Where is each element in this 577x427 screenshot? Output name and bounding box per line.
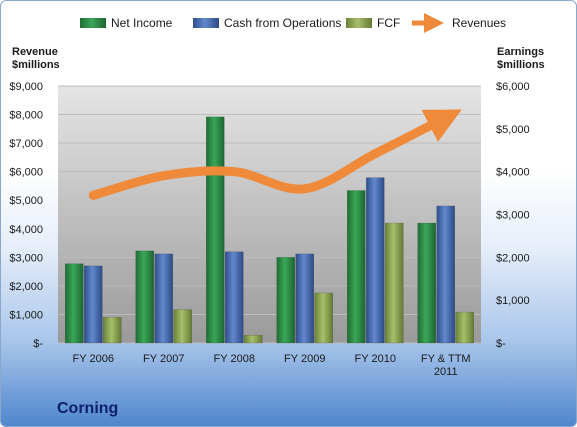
- left-axis-ticks: $- $1,000 $2,000 $3,000 $4,000 $5,000 $6,000 $7…: [9, 81, 43, 350]
- bar-fcf: [244, 335, 263, 344]
- right-tick-label: $-: [496, 338, 506, 350]
- x-axis-ticks: FY 2006 FY 2007 FY 2008 FY 2009 FY 2010 FY & …: [73, 353, 471, 378]
- bar-cash-from-operations: [154, 253, 173, 344]
- x-tick-label: FY & TTM 2011: [421, 353, 471, 378]
- bar-cash-from-operations: [84, 265, 103, 344]
- bar-net-income: [417, 222, 436, 344]
- x-tick-label: FY 2006: [73, 353, 114, 365]
- gridlines: [58, 85, 481, 344]
- bar-net-income: [65, 263, 84, 344]
- left-tick-label: $5,000: [9, 195, 43, 207]
- x-tick-label: FY 2007: [143, 353, 184, 365]
- right-tick-label: $5,000: [496, 124, 530, 136]
- bar-fcf: [314, 292, 333, 344]
- left-tick-label: $-: [33, 338, 43, 350]
- right-tick-label: $4,000: [496, 167, 530, 179]
- bar-cash-from-operations: [436, 205, 455, 344]
- legend-label: Cash from Operations: [224, 16, 341, 30]
- bar-cash-from-operations: [225, 251, 244, 344]
- left-tick-label: $1,000: [9, 309, 43, 321]
- plot-area: [58, 86, 481, 343]
- legend-swatch: [193, 18, 219, 28]
- left-tick-label: $9,000: [9, 81, 43, 93]
- left-tick-label: $7,000: [9, 138, 43, 150]
- chart-title: Corning: [57, 400, 118, 417]
- right-tick-label: $6,000: [496, 81, 530, 93]
- left-tick-label: $6,000: [9, 167, 43, 179]
- revenue-line: [88, 109, 462, 200]
- bar-fcf: [385, 222, 404, 344]
- right-axis-ticks: $- $1,000 $2,000 $3,000 $4,000 $5,000 $6,000: [496, 81, 530, 350]
- left-tick-label: $3,000: [9, 252, 43, 264]
- x-tick-label: FY 2009: [284, 353, 325, 365]
- bar-net-income: [206, 116, 225, 344]
- x-tick-label: FY 2008: [214, 353, 255, 365]
- y-axis-title-right: Earnings $millions: [497, 46, 545, 71]
- left-tick-label: $2,000: [9, 281, 43, 293]
- legend-label: Revenues: [452, 16, 506, 30]
- bar-fcf: [103, 317, 122, 344]
- bar-net-income: [347, 190, 366, 344]
- revenue-line-layer: [88, 109, 462, 200]
- y-axis-title-left: Revenue $millions: [12, 46, 60, 71]
- bar-cash-from-operations: [366, 177, 385, 344]
- left-tick-label: $8,000: [9, 110, 43, 122]
- right-tick-label: $2,000: [496, 252, 530, 264]
- legend: Net Income Cash from Operations FCF Revenue…: [80, 13, 506, 33]
- bar-cash-from-operations: [295, 253, 314, 344]
- legend-label: FCF: [377, 16, 400, 30]
- legend-label: Net Income: [111, 16, 173, 30]
- legend-swatch: [346, 18, 372, 28]
- legend-swatch: [80, 18, 106, 28]
- x-tick-label: FY 2010: [355, 353, 396, 365]
- bar-net-income: [135, 250, 154, 344]
- right-tick-label: $3,000: [496, 210, 530, 222]
- bar-net-income: [276, 257, 295, 344]
- bar-fcf: [455, 311, 474, 344]
- right-tick-label: $1,000: [496, 295, 530, 307]
- bar-fcf: [173, 309, 192, 344]
- bars-layer: [65, 116, 474, 344]
- left-tick-label: $4,000: [9, 224, 43, 236]
